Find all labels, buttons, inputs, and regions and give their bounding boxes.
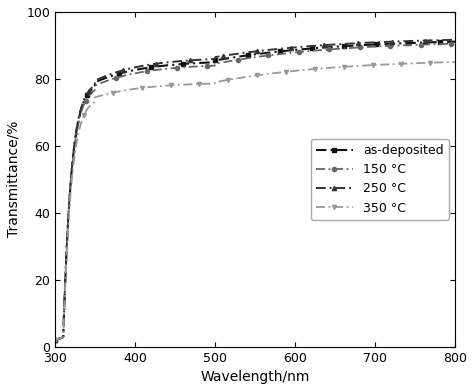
150 °C [53,337,58,342]
250 °C [53,337,58,342]
as-deposited [245,53,250,58]
350 °C [269,71,274,76]
Line: as-deposited: as-deposited [53,39,457,342]
as-deposited [53,337,58,342]
as-deposited [242,53,248,58]
250 °C [452,38,458,42]
as-deposited [269,50,274,55]
250 °C [242,50,248,55]
as-deposited [380,42,386,47]
as-deposited [443,39,448,44]
250 °C [380,39,386,44]
Line: 350 °C: 350 °C [53,60,457,342]
350 °C [452,59,458,64]
as-deposited [452,39,458,44]
Line: 250 °C: 250 °C [53,38,457,342]
as-deposited [291,48,296,52]
150 °C [242,56,248,61]
150 °C [291,50,296,55]
350 °C [245,74,250,79]
250 °C [245,50,250,55]
150 °C [443,41,448,46]
Line: 150 °C: 150 °C [53,41,457,342]
350 °C [443,60,448,65]
350 °C [53,337,58,342]
250 °C [269,47,274,52]
350 °C [380,62,386,67]
Legend: as-deposited, 150 °C, 250 °C, 350 °C: as-deposited, 150 °C, 250 °C, 350 °C [310,139,449,220]
250 °C [291,45,296,50]
Y-axis label: Transmittance/%: Transmittance/% [7,121,21,237]
350 °C [242,75,248,79]
150 °C [452,41,458,46]
150 °C [245,56,250,61]
150 °C [269,53,274,57]
150 °C [380,44,386,48]
X-axis label: Wavelength/nm: Wavelength/nm [201,370,310,384]
350 °C [291,69,296,74]
250 °C [443,38,448,42]
